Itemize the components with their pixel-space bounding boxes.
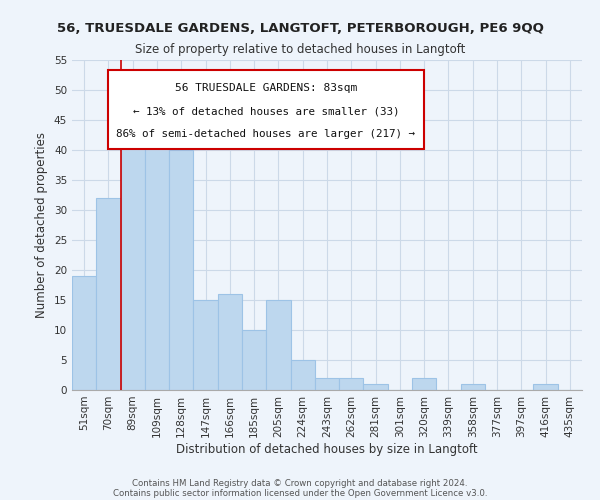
Bar (96, 198, 121, 390)
Bar (218, 294, 242, 390)
Bar (145, 114, 169, 390)
Bar (72, 276, 96, 390)
Bar (169, 150, 193, 390)
Text: Contains HM Land Registry data © Crown copyright and database right 2024.: Contains HM Land Registry data © Crown c… (132, 478, 468, 488)
X-axis label: Distribution of detached houses by size in Langtoft: Distribution of detached houses by size … (176, 442, 478, 456)
Bar (461, 384, 485, 390)
Bar (242, 330, 266, 390)
Text: 86% of semi-detached houses are larger (217) →: 86% of semi-detached houses are larger (… (116, 130, 415, 140)
FancyBboxPatch shape (108, 70, 424, 149)
Text: Size of property relative to detached houses in Langtoft: Size of property relative to detached ho… (135, 42, 465, 56)
Bar (412, 378, 436, 390)
Bar (315, 378, 339, 390)
Text: Contains public sector information licensed under the Open Government Licence v3: Contains public sector information licen… (113, 488, 487, 498)
Bar (364, 384, 388, 390)
Text: ← 13% of detached houses are smaller (33): ← 13% of detached houses are smaller (33… (133, 106, 399, 116)
Text: 56 TRUESDALE GARDENS: 83sqm: 56 TRUESDALE GARDENS: 83sqm (175, 83, 357, 93)
Bar (290, 360, 315, 390)
Bar (193, 300, 218, 390)
Y-axis label: Number of detached properties: Number of detached properties (35, 132, 49, 318)
Bar (121, 120, 145, 390)
Bar (533, 384, 558, 390)
Bar (266, 300, 290, 390)
Text: 56, TRUESDALE GARDENS, LANGTOFT, PETERBOROUGH, PE6 9QQ: 56, TRUESDALE GARDENS, LANGTOFT, PETERBO… (56, 22, 544, 36)
Bar (339, 378, 364, 390)
